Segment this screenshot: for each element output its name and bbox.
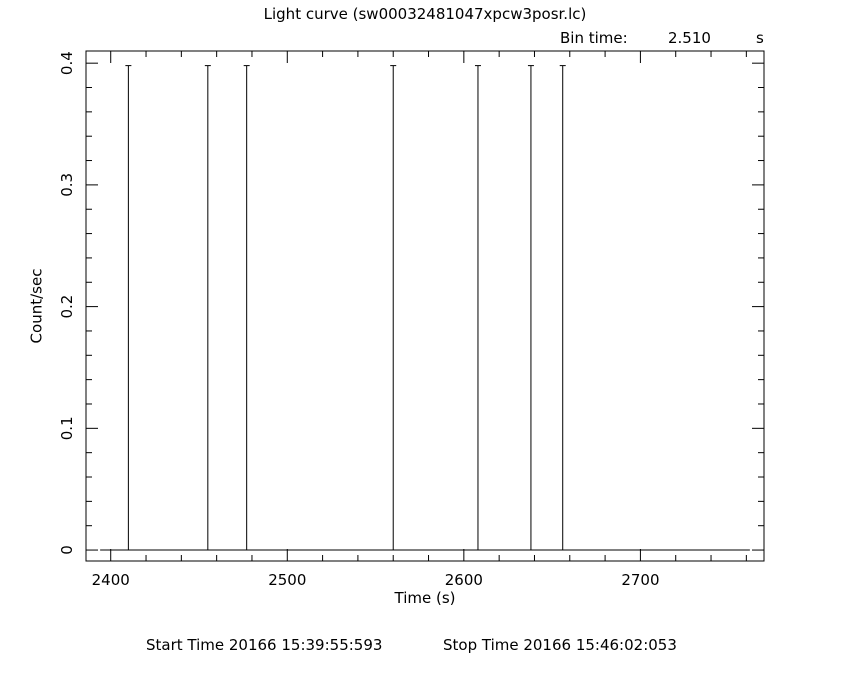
x-axis-label: Time (s) xyxy=(394,589,456,607)
plot-frame xyxy=(85,50,765,562)
chart-title: Light curve (sw00032481047xpcw3posr.lc) xyxy=(263,5,587,23)
y-tick-label: 0.1 xyxy=(58,416,76,440)
x-axis-ticks: 2400 2500 2600 2700 xyxy=(92,51,747,589)
stop-time: Stop Time 20166 15:46:02:053 xyxy=(443,636,677,654)
bin-time-label: Bin time: xyxy=(560,29,628,47)
x-tick-label: 2600 xyxy=(445,571,483,589)
bin-time-value: 2.510 xyxy=(668,29,711,47)
x-tick-label: 2400 xyxy=(92,571,130,589)
y-axis-ticks: 0 0.1 0.2 0.3 0.4 xyxy=(58,51,764,555)
light-curve-series xyxy=(100,65,750,551)
y-tick-label: 0 xyxy=(58,545,76,555)
bin-time-unit: s xyxy=(756,29,764,47)
y-axis-label: Count/sec xyxy=(27,268,46,344)
x-tick-label: 2500 xyxy=(268,571,306,589)
y-tick-label: 0.4 xyxy=(58,51,76,75)
x-tick-label: 2700 xyxy=(621,571,659,589)
y-tick-label: 0.2 xyxy=(58,295,76,319)
start-time: Start Time 20166 15:39:55:593 xyxy=(146,636,383,654)
y-tick-label: 0.3 xyxy=(58,173,76,197)
